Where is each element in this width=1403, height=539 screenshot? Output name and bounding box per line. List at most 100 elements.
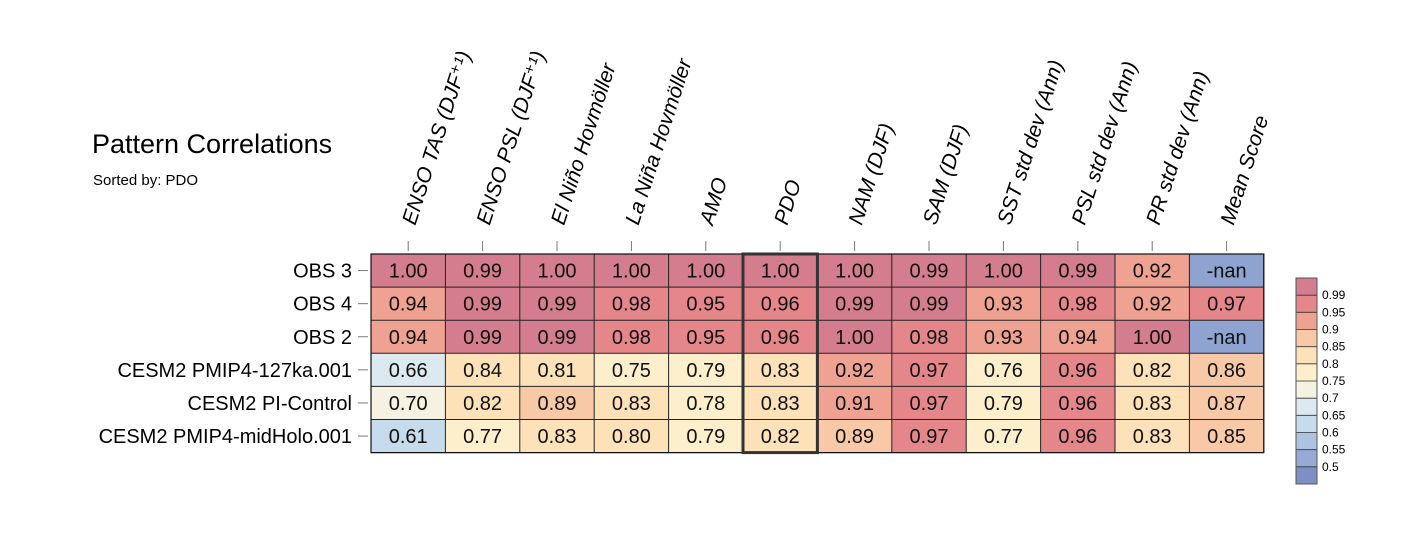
cell-value-label: 0.97 [910,360,949,382]
heatmap-cell [743,419,818,453]
cell-value-label: 0.84 [463,360,502,382]
column-label-la-ni-a-hovm-ller: La Niña Hovmöller [621,55,697,227]
colorbar-swatch [1296,346,1317,364]
heatmap-cell [1040,320,1115,354]
heatmap-cell [966,320,1041,354]
heatmap-cell [371,353,446,387]
column-label-sst-std-dev-ann: SST std dev (Ann) [993,57,1068,227]
row-label-obs-2: OBS 2 [293,327,352,349]
heatmap-cell [966,254,1041,288]
heatmap-cell [445,419,520,453]
heatmap-cell [371,320,446,354]
heatmap-cell [445,386,520,420]
cell-value-label: 0.87 [1207,393,1246,415]
cell-value-label: 0.96 [1058,426,1097,448]
heatmap-cell [371,287,446,321]
cell-value-label: 0.99 [1058,261,1097,283]
colorbar-label: 0.65 [1322,408,1346,422]
colorbar: 0.99 0.95 0.9 0.85 0.8 0.75 0.7 0.65 0.6 0.55 0.5 [1295,277,1346,485]
colorbar-label: 0.5 [1322,460,1339,474]
cell-value-label: -nan [1207,327,1247,349]
cell-value-label: 0.97 [910,426,949,448]
column-label-pr-std-dev-ann: PR std dev (Ann) [1142,68,1213,227]
heatmap-cell [1189,353,1264,387]
colorbar-border [1295,277,1318,485]
colorbar-label: 0.55 [1322,443,1346,457]
column-label-amo: AMO [695,175,732,230]
cell-value-label: 0.79 [686,426,725,448]
cell-value-label: 0.70 [389,393,428,415]
cell-value-label: 0.89 [835,426,874,448]
cell-value-label: 0.83 [612,393,651,415]
heatmap-cell [891,287,967,321]
colorbar-label: 0.6 [1322,426,1339,440]
heatmap-cell [445,320,520,354]
row-label-obs-4: OBS 4 [293,294,352,316]
cell-value-label: 0.99 [463,261,502,283]
heatmap-cell [1040,419,1115,453]
cell-value-label: 1.00 [761,261,800,283]
cell-value-label: 0.98 [612,327,651,349]
heatmap-cell [743,320,818,354]
column-labels: ENSO TAS (DJF⁺¹)ENSO PSL (DJF⁺¹)El Niño … [398,48,1273,251]
cell-value-label: 0.75 [612,360,651,382]
colorbar-swatch [1296,466,1317,484]
cell-value-label: 1.00 [389,261,428,283]
chart-title: Pattern Correlations [92,129,333,159]
heatmap-cell [1115,254,1190,288]
cell-value-label: 1.00 [1133,327,1172,349]
heatmap-cell [1040,254,1115,288]
heatmap-cell [891,419,967,453]
cell-value-label: 0.96 [761,327,800,349]
heatmap-cell [966,287,1041,321]
heatmap-cell [966,353,1041,387]
heatmap-cell [891,254,967,288]
cell-value-label: 0.94 [389,327,428,349]
heatmap-cell [891,320,967,354]
cell-value-label: 0.96 [1058,360,1097,382]
cell-value-label: 0.97 [1207,294,1246,316]
cell-value-label: 0.86 [1207,360,1246,382]
heatmap-cells: 1.00 0.99 1.00 1.00 1.00 1.00 1.00 0.99 1.00 0.99… [371,254,1264,453]
cell-value-label: 0.92 [1133,294,1172,316]
cell-value-label: 0.83 [538,426,577,448]
colorbar-swatch [1296,312,1317,330]
heatmap-cell [817,353,892,387]
cell-value-label: 0.76 [984,360,1023,382]
cell-value-label: 0.78 [686,393,725,415]
column-label-sam-djf: SAM (DJF) [919,122,973,228]
cell-value-label: 0.99 [910,294,949,316]
heatmap-cell [1189,287,1264,321]
highlighted-column-box [741,252,819,455]
heatmap-cell [1115,419,1190,453]
colorbar-swatch [1296,278,1317,296]
heatmap-cell [668,353,743,387]
heatmap-cell [891,386,967,420]
heatmap-cell [1115,386,1190,420]
cell-value-label: 0.66 [389,360,428,382]
heatmap-cell [743,287,818,321]
heatmap-cell [1189,254,1264,288]
cell-value-label: 0.82 [463,393,502,415]
cell-value-label: 0.85 [1207,426,1246,448]
chart-subtitle: Sorted by: PDO [93,172,199,189]
heatmap-cell [519,353,595,387]
cell-value-label: 0.95 [686,294,725,316]
cell-value-label: 0.79 [686,360,725,382]
cell-value-label: 0.91 [835,393,874,415]
heatmap-cell [668,254,743,288]
heatmap-cell [594,386,669,420]
cell-value-label: 0.99 [835,294,874,316]
cell-value-label: 0.82 [761,426,800,448]
heatmap-cell [1189,419,1264,453]
colorbar-swatch [1296,398,1317,416]
cell-value-label: 0.94 [389,294,428,316]
cell-value-label: 0.98 [910,327,949,349]
heatmap-cell [445,353,520,387]
cell-value-label: 0.92 [1133,261,1172,283]
cell-value-label: 0.98 [612,294,651,316]
heatmap-cell [668,386,743,420]
cell-value-label: 0.61 [389,426,428,448]
row-label-obs-3: OBS 3 [293,261,352,283]
colorbar-label: 0.75 [1322,374,1346,388]
